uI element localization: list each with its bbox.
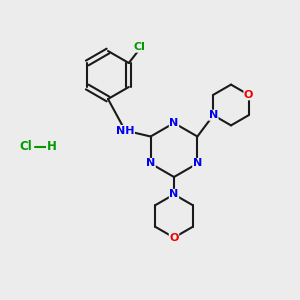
Text: H: H xyxy=(47,140,56,154)
Text: NH: NH xyxy=(116,125,134,136)
Text: Cl: Cl xyxy=(133,42,145,52)
Text: N: N xyxy=(209,110,218,120)
Text: N: N xyxy=(193,158,202,169)
Text: O: O xyxy=(244,90,254,100)
Text: N: N xyxy=(169,189,178,200)
Text: O: O xyxy=(169,232,179,243)
Text: N: N xyxy=(146,158,155,169)
Text: N: N xyxy=(169,118,178,128)
Text: Cl: Cl xyxy=(19,140,32,154)
